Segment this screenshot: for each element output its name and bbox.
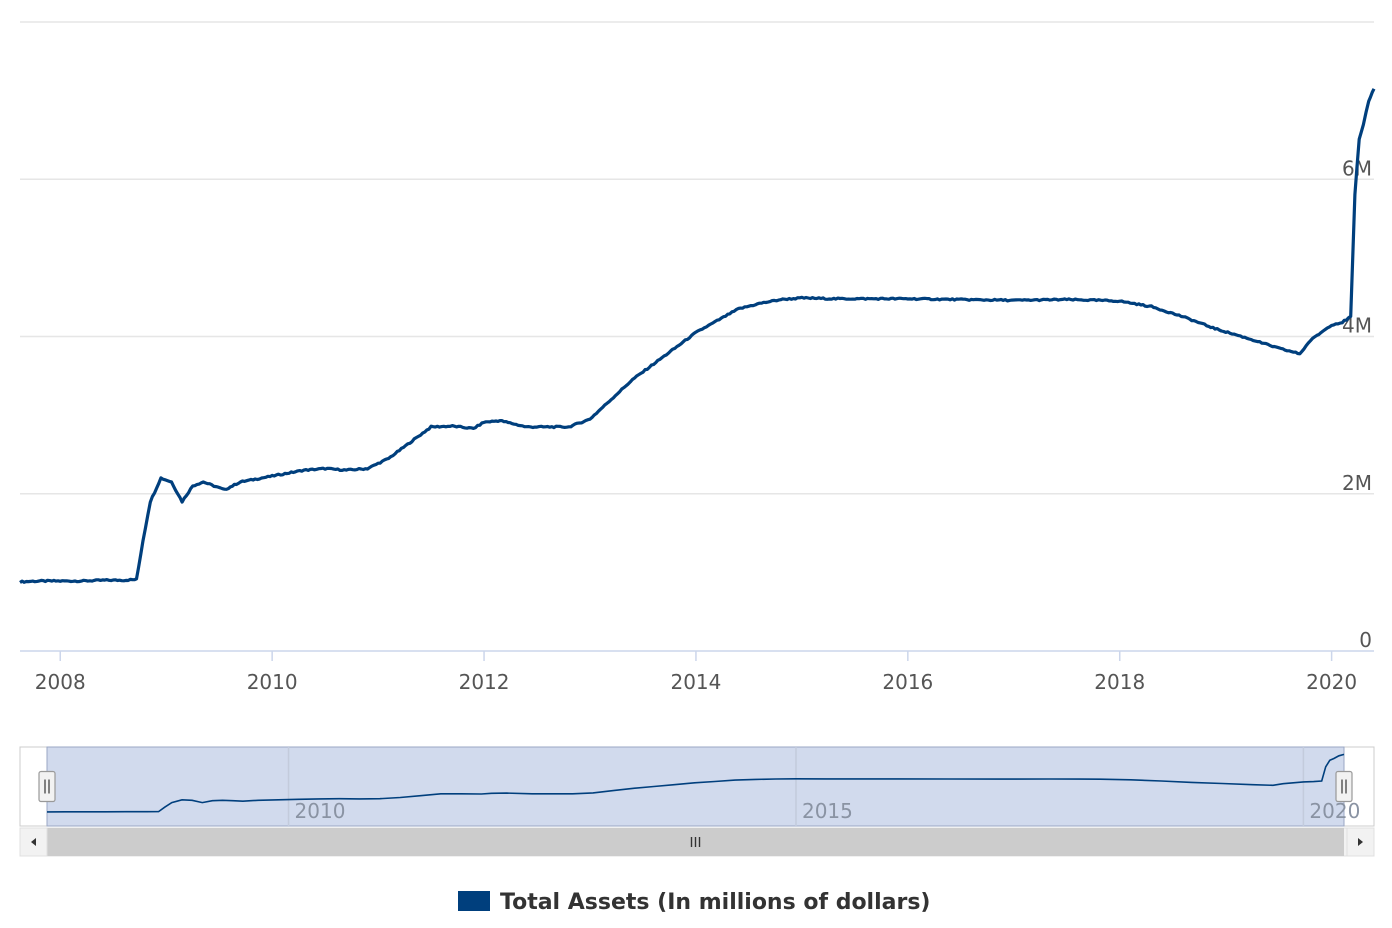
navigator[interactable]: 2010 2015 2020 bbox=[19, 746, 1375, 827]
navigator-x-label: 2020 bbox=[1309, 799, 1360, 823]
arrow-right-icon bbox=[1358, 838, 1363, 846]
navigator-x-label: 2010 bbox=[295, 799, 346, 823]
y-tick-label: 4M bbox=[1342, 314, 1372, 338]
x-tick-label: 2016 bbox=[882, 670, 933, 694]
navigator-x-label: 2015 bbox=[802, 799, 853, 823]
x-tick-label: 2018 bbox=[1094, 670, 1145, 694]
x-tick-label: 2012 bbox=[459, 670, 510, 694]
navigator-grid bbox=[287, 747, 1305, 826]
navigator-x-labels: 2010 2015 2020 bbox=[295, 799, 1361, 823]
y-tick-label: 2M bbox=[1342, 471, 1372, 495]
scrollbar-grip-icon bbox=[690, 837, 701, 847]
x-tick-label: 2010 bbox=[247, 670, 298, 694]
legend[interactable]: Total Assets (In millions of dollars) bbox=[458, 890, 930, 915]
scroll-right-button[interactable] bbox=[1346, 827, 1375, 857]
y-tick-label: 0 bbox=[1359, 628, 1372, 652]
grid-lines bbox=[20, 21, 1374, 495]
scrollbar[interactable] bbox=[19, 827, 1375, 857]
navigator-selected-range[interactable] bbox=[46, 746, 1345, 827]
legend-swatch bbox=[458, 891, 490, 911]
handle-body[interactable] bbox=[38, 770, 56, 803]
x-tick-label: 2020 bbox=[1306, 670, 1357, 694]
navigator-series-line bbox=[46, 753, 1345, 813]
legend-label[interactable]: Total Assets (In millions of dollars) bbox=[500, 890, 930, 915]
scroll-left-button[interactable] bbox=[19, 827, 48, 857]
navigator-handle-left[interactable] bbox=[38, 770, 56, 803]
x-tick-label: 2014 bbox=[670, 670, 721, 694]
handle-body[interactable] bbox=[1335, 770, 1353, 803]
navigator-background bbox=[19, 746, 1375, 827]
x-tick-label: 2008 bbox=[35, 670, 86, 694]
navigator-handle-right[interactable] bbox=[1335, 770, 1353, 803]
x-axis-ticks: 2008 2010 2012 2014 2016 2018 2020 bbox=[35, 651, 1357, 694]
arrow-left-icon bbox=[31, 838, 36, 846]
series-line bbox=[19, 88, 1376, 584]
